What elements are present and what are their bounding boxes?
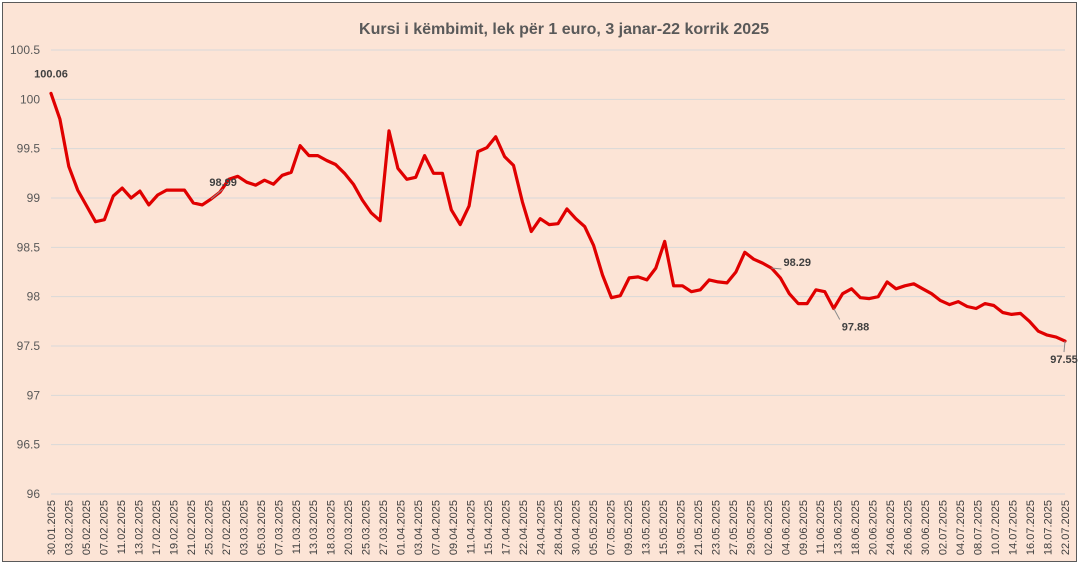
x-tick-label: 05.03.2025 [256, 500, 268, 555]
exchange-rate-line [49, 91, 1067, 343]
x-tick-label: 21.05.2025 [693, 500, 705, 555]
x-tick-label: 27.02.2025 [221, 500, 233, 555]
label-leader-line [771, 267, 782, 270]
x-tick-label: 25.03.2025 [361, 500, 373, 555]
x-tick-label: 15.05.2025 [658, 500, 670, 555]
x-tick-label: 24.06.2025 [885, 500, 897, 555]
x-tick-label: 07.03.2025 [273, 500, 285, 555]
x-tick-label: 22.04.2025 [518, 500, 530, 555]
x-tick-label: 02.06.2025 [763, 500, 775, 555]
x-tick-label: 13.02.2025 [133, 500, 145, 555]
x-tick-label: 07.02.2025 [98, 500, 110, 555]
x-tick-label: 13.05.2025 [640, 500, 652, 555]
x-tick-label: 26.06.2025 [903, 500, 915, 555]
x-tick-label: 03.02.2025 [63, 500, 75, 555]
x-tick-label: 05.05.2025 [588, 500, 600, 555]
x-tick-label: 19.05.2025 [675, 500, 687, 555]
x-tick-label: 03.04.2025 [413, 500, 425, 555]
x-tick-label: 11.03.2025 [291, 500, 303, 554]
x-tick-label: 30.01.2025 [46, 500, 58, 555]
y-tick-label: 98 [27, 290, 41, 304]
y-tick-label: 100.5 [10, 43, 40, 57]
x-tick-label: 11.02.2025 [116, 500, 128, 554]
y-tick-label: 96.5 [17, 438, 41, 452]
y-tick-label: 97.5 [17, 339, 41, 353]
x-tick-label: 17.04.2025 [501, 500, 513, 555]
data-labels: 100.06 98.99 98.29 97.88 97.55 [34, 68, 1078, 366]
x-tick-label: 10.07.2025 [990, 500, 1002, 555]
x-tick-label: 04.07.2025 [955, 500, 967, 555]
gridlines [51, 49, 1065, 495]
x-tick-label: 14.07.2025 [1008, 500, 1020, 555]
y-tick-label: 97 [27, 388, 41, 402]
data-label: 98.29 [783, 257, 811, 269]
y-axis-ticks: 100.5 100 99.5 99 98.5 98 97.5 97 96.5 96 [10, 43, 40, 501]
x-tick-label: 07.04.2025 [431, 500, 443, 555]
x-tick-label: 11.06.2025 [815, 500, 827, 554]
y-tick-label: 99 [27, 191, 41, 205]
x-tick-label: 17.02.2025 [151, 500, 163, 555]
x-tick-label: 30.06.2025 [920, 500, 932, 555]
x-tick-label: 18.03.2025 [326, 500, 338, 555]
x-tick-label: 02.07.2025 [938, 500, 950, 555]
x-tick-label: 25.02.2025 [203, 500, 215, 555]
data-label: 100.06 [34, 68, 68, 80]
x-tick-label: 20.03.2025 [343, 500, 355, 555]
label-leader-line [210, 188, 224, 200]
x-tick-label: 24.04.2025 [536, 500, 548, 555]
x-tick-label: 18.07.2025 [1043, 500, 1055, 555]
x-tick-label: 29.05.2025 [745, 500, 757, 555]
x-tick-label: 22.07.2025 [1060, 500, 1072, 555]
x-tick-label: 13.03.2025 [308, 500, 320, 555]
x-tick-label: 28.04.2025 [553, 500, 565, 555]
x-tick-label: 27.03.2025 [378, 500, 390, 555]
x-tick-label: 09.05.2025 [623, 500, 635, 555]
x-tick-label: 09.04.2025 [448, 500, 460, 555]
x-tick-label: 16.07.2025 [1025, 500, 1037, 555]
x-tick-label: 13.06.2025 [833, 500, 845, 555]
x-tick-label: 08.07.2025 [973, 500, 985, 555]
x-tick-label: 01.04.2025 [396, 500, 408, 555]
x-tick-label: 11.04.2025 [466, 500, 478, 554]
y-tick-label: 100 [20, 92, 40, 106]
y-tick-label: 98.5 [17, 240, 41, 254]
data-label: 97.88 [842, 322, 870, 334]
chart-title: Kursi i këmbimit, lek për 1 euro, 3 jana… [359, 21, 769, 38]
x-tick-label: 21.02.2025 [186, 500, 198, 555]
x-tick-label: 09.06.2025 [798, 500, 810, 555]
x-tick-label: 03.03.2025 [238, 500, 250, 555]
label-leader-line [1063, 341, 1066, 353]
x-tick-label: 23.05.2025 [710, 500, 722, 555]
x-tick-label: 07.05.2025 [605, 500, 617, 555]
data-label: 97.55 [1050, 354, 1078, 366]
x-tick-label: 18.06.2025 [850, 500, 862, 555]
label-leader-line [833, 308, 841, 320]
series-layer [49, 91, 1067, 343]
x-tick-label: 27.05.2025 [728, 500, 740, 555]
x-tick-label: 19.02.2025 [168, 500, 180, 555]
x-tick-label: 04.06.2025 [780, 500, 792, 555]
x-axis-ticks: 30.01.2025 03.02.2025 05.02.2025 07.02.2025… [46, 500, 1072, 555]
x-tick-label: 20.06.2025 [868, 500, 880, 555]
y-tick-label: 96 [27, 487, 41, 501]
x-tick-label: 30.04.2025 [570, 500, 582, 555]
x-tick-label: 05.02.2025 [81, 500, 93, 555]
data-label: 98.99 [209, 177, 237, 189]
line-chart: Kursi i këmbimit, lek për 1 euro, 3 jana… [10, 21, 1078, 555]
y-tick-label: 99.5 [17, 142, 41, 156]
x-tick-label: 15.04.2025 [483, 500, 495, 555]
